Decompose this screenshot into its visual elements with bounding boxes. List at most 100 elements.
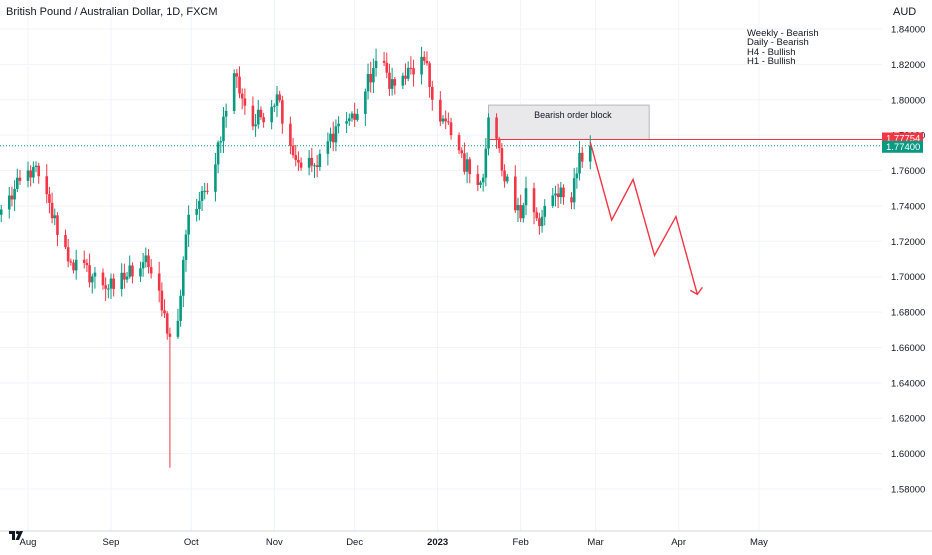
candle-body	[374, 60, 378, 69]
candle-body	[337, 123, 340, 127]
candle-body	[532, 188, 536, 213]
candle-body	[503, 170, 506, 182]
y-tick-label: 1.62000	[891, 414, 925, 425]
candle-body	[307, 157, 311, 168]
y-tick-label: 1.70000	[891, 272, 925, 283]
candle-down	[495, 113, 498, 149]
candle-body	[570, 197, 573, 203]
candle-body	[404, 75, 407, 79]
candle-body	[29, 170, 32, 178]
note-daily: Daily - Bearish	[747, 37, 809, 49]
candle-body	[372, 68, 375, 83]
candle-up	[32, 161, 35, 184]
y-tick-label: 1.66000	[891, 343, 925, 354]
candle-body	[578, 152, 581, 174]
candle-body	[125, 276, 129, 280]
candle-up	[356, 108, 359, 122]
candle-down	[562, 184, 565, 205]
candle-body	[390, 79, 394, 89]
candle-up	[572, 167, 576, 210]
candle-down	[168, 327, 172, 468]
candle-body	[256, 109, 260, 125]
candle-body	[551, 195, 555, 206]
note-h4: H4 - Bullish	[747, 46, 796, 58]
candle-body	[93, 272, 97, 277]
candle-body	[318, 153, 322, 167]
candle-down	[385, 52, 389, 79]
candle-body	[447, 121, 450, 123]
candle-up	[364, 88, 367, 127]
candle-body	[326, 141, 330, 154]
candle-body	[347, 118, 351, 122]
candle-body	[406, 67, 410, 79]
candle-body	[120, 272, 124, 290]
candle-up	[74, 249, 78, 280]
candle-body	[479, 182, 482, 185]
candle-down	[463, 142, 466, 175]
candle-body	[232, 73, 236, 111]
candle-up	[214, 153, 217, 202]
candle-up	[350, 111, 354, 122]
candle-up	[34, 161, 38, 173]
candle-body	[468, 159, 472, 175]
candle-up	[256, 99, 260, 129]
candle-up	[109, 273, 113, 300]
candle-up	[222, 107, 225, 154]
candle-body	[476, 174, 480, 185]
candle-up	[420, 46, 423, 85]
candle-up	[559, 181, 563, 204]
candle-down	[388, 63, 391, 96]
candle-down	[165, 311, 169, 340]
candle-up	[184, 229, 188, 272]
candle-body	[310, 157, 314, 166]
y-tick-label: 1.64000	[891, 378, 925, 389]
candle-body	[64, 234, 67, 248]
candle-down	[48, 186, 51, 214]
candle-down	[369, 61, 373, 93]
candle-body	[15, 177, 19, 189]
candle-body	[149, 267, 153, 274]
candle-body	[139, 268, 142, 277]
candle-body	[460, 150, 464, 154]
candle-body	[513, 176, 517, 211]
candle-down	[147, 249, 150, 274]
candle-down	[299, 157, 303, 171]
candle-down	[297, 151, 300, 171]
candle-body	[516, 205, 520, 211]
candle-body	[495, 117, 498, 139]
candle-down	[404, 63, 407, 85]
candle-body	[254, 124, 257, 127]
candle-body	[315, 165, 319, 167]
candle-down	[66, 238, 70, 268]
x-tick-label: Nov	[266, 537, 283, 548]
candle-body	[101, 272, 105, 286]
x-tick-label: Aug	[20, 537, 37, 548]
candle-down	[331, 121, 335, 152]
candle-up	[406, 61, 410, 82]
candle-body	[128, 265, 132, 277]
candle-up	[540, 209, 544, 233]
candle-up	[187, 205, 190, 247]
candle-body	[214, 164, 217, 192]
candle-up	[578, 140, 581, 181]
candle-down	[278, 90, 281, 103]
candle-body	[278, 94, 281, 101]
tradingview-logo-icon[interactable]	[8, 527, 24, 543]
x-tick-label: Sep	[103, 537, 120, 548]
candle-body	[26, 170, 30, 181]
candle-up	[374, 48, 378, 77]
candle-body	[420, 56, 423, 75]
order-block-label: Bearish order block	[534, 110, 612, 120]
candle-body	[262, 117, 265, 123]
candle-body	[500, 148, 504, 171]
candle-down	[240, 88, 244, 110]
candle-body	[289, 123, 292, 146]
candle-body	[409, 67, 413, 69]
candle-down	[315, 155, 319, 178]
candle-down	[259, 106, 263, 120]
candle-down	[37, 162, 41, 184]
candle-down	[422, 51, 426, 65]
candle-up	[224, 103, 228, 128]
candle-down	[393, 76, 397, 95]
